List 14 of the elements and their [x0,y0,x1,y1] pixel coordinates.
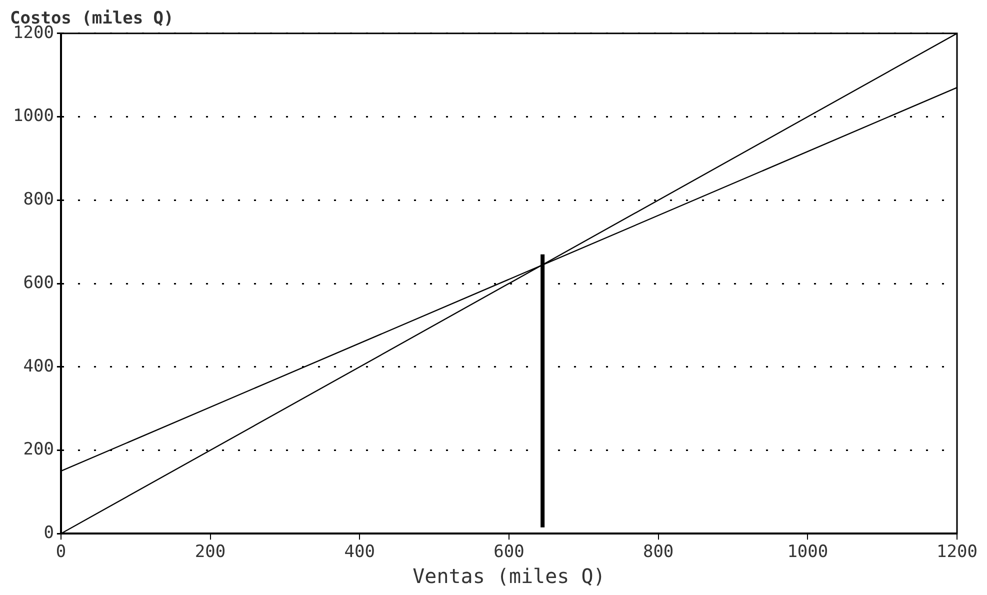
x-tick-label: 0 [56,542,66,562]
x-tick-label: 400 [344,542,375,562]
y-tick-label: 800 [23,190,54,210]
x-axis-title: Ventas (miles Q) [412,564,606,588]
x-tick-label: 1000 [787,542,828,562]
y-tick-label: 200 [23,440,54,460]
y-tick-label: 0 [44,523,54,544]
x-tick-label: 800 [642,542,674,562]
x-tick-label: 1200 [936,542,978,562]
y-tick-label: 400 [23,356,54,376]
x-tick-label: 600 [494,542,524,562]
x-tick-label: 200 [194,542,226,562]
y-tick-label: 1000 [12,106,54,126]
y-tick-label: 600 [23,272,54,293]
